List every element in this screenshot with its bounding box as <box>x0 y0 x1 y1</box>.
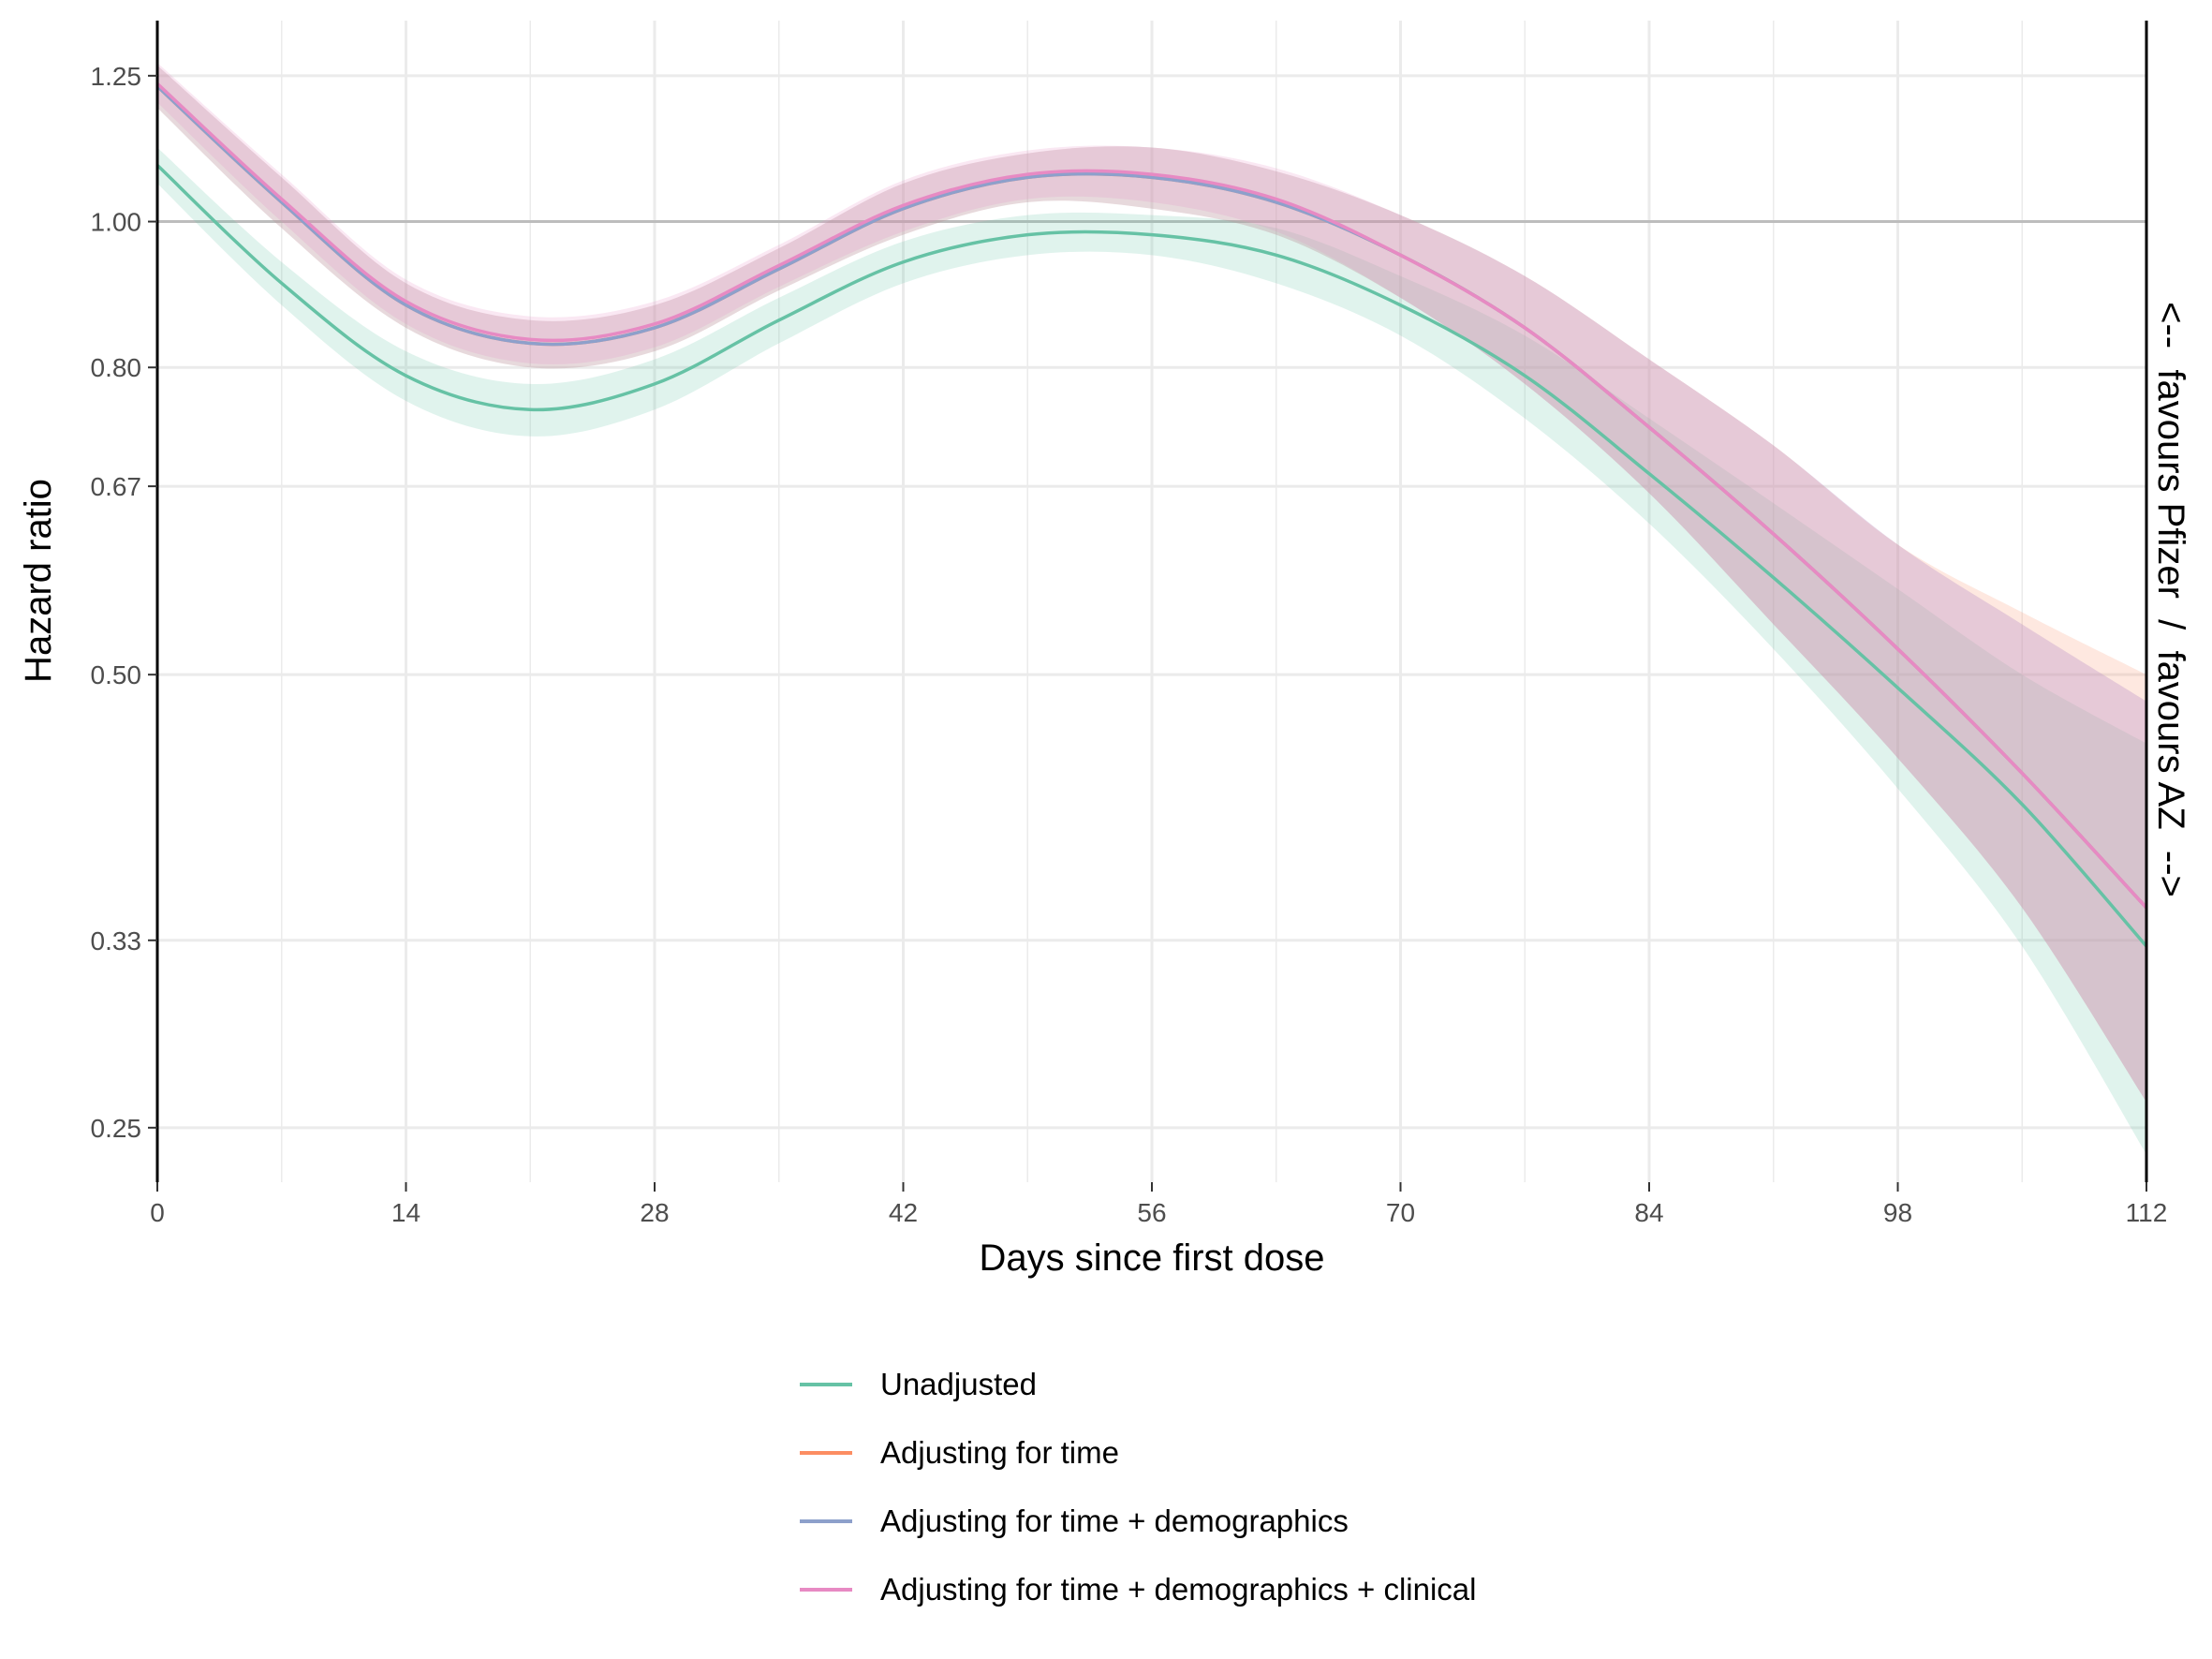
legend-item: Adjusting for time + demographics <box>800 1503 1349 1538</box>
legend-item: Unadjusted <box>800 1367 1037 1401</box>
legend-label: Unadjusted <box>880 1367 1037 1401</box>
x-tick-label: 42 <box>889 1198 918 1227</box>
y-tick-label: 0.50 <box>91 660 142 689</box>
y-tick-label: 0.67 <box>91 472 142 501</box>
y-tick-label: 0.33 <box>91 926 142 955</box>
series-line-3 <box>155 81 2148 910</box>
y-tick-label: 1.00 <box>91 208 142 237</box>
x-tick-label: 0 <box>150 1198 165 1227</box>
x-tick-label: 70 <box>1386 1198 1415 1227</box>
y-tick-label: 0.80 <box>91 353 142 382</box>
axes <box>155 21 2148 1182</box>
y-tick-label: 0.25 <box>91 1114 142 1143</box>
grid <box>155 21 2148 1182</box>
legend-item: Adjusting for time + demographics + clin… <box>800 1572 1476 1607</box>
series-lines <box>155 81 2148 948</box>
x-tick-label: 112 <box>2126 1198 2168 1227</box>
secondary-axis-title: <-- favours Pfizer / favours AZ --> <box>2150 302 2191 897</box>
series-line-0 <box>155 164 2148 948</box>
legend: Unadjusted Adjusting for time Adjusting fo… <box>800 1367 1476 1607</box>
y-tick-label: 1.25 <box>91 62 142 91</box>
x-tick-label: 28 <box>640 1198 669 1227</box>
legend-label: Adjusting for time + demographics + clin… <box>880 1572 1476 1607</box>
legend-item: Adjusting for time <box>800 1435 1119 1470</box>
x-axis-title: Days since first dose <box>979 1237 1324 1279</box>
x-tick-label: 56 <box>1137 1198 1166 1227</box>
confidence-band-0 <box>157 147 2146 1155</box>
x-tick-label: 14 <box>391 1198 420 1227</box>
x-tick-label: 84 <box>1634 1198 1663 1227</box>
x-tick-label: 98 <box>1883 1198 1912 1227</box>
y-axis-title: Hazard ratio <box>18 479 59 683</box>
legend-label: Adjusting for time <box>880 1435 1119 1470</box>
legend-label: Adjusting for time + demographics <box>880 1503 1349 1538</box>
tick-labels: 0 14 28 42 56 70 84 98 112 0.25 0.33 0.50 0.67 0.80 1.… <box>91 62 2168 1227</box>
